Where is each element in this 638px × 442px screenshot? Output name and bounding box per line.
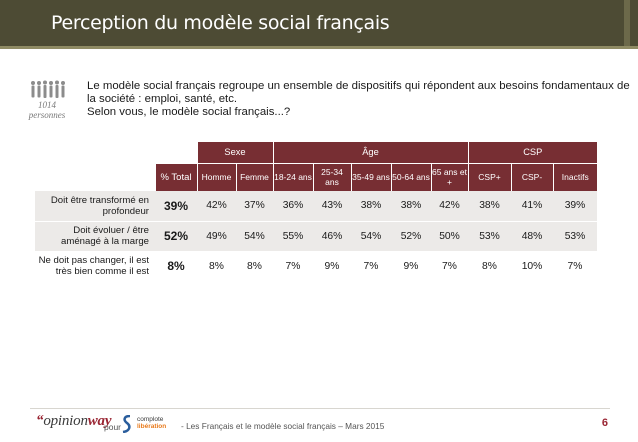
cell-value: 36% bbox=[273, 191, 313, 221]
column-header: 65 ans et + bbox=[430, 162, 468, 191]
cell-value: 7% bbox=[567, 260, 583, 272]
partner-line2: libération bbox=[137, 423, 167, 430]
cell-value: 53% bbox=[553, 220, 597, 251]
page-number: 6 bbox=[601, 417, 608, 429]
column-header: Homme bbox=[196, 162, 236, 191]
cell-value: 9% bbox=[324, 260, 340, 272]
footer-caption: - Les Français et le modèle social franç… bbox=[181, 421, 385, 431]
column-header: 25-34 ans bbox=[312, 162, 351, 191]
group-header-age: Âge bbox=[272, 142, 468, 163]
question-text: Le modèle social français regroupe un en… bbox=[87, 80, 632, 119]
cell-value: 46% bbox=[313, 220, 351, 251]
results-table: Sexe Âge CSP % Total Homme Femme 18-24 a… bbox=[35, 142, 597, 281]
cell-value: 54% bbox=[351, 220, 391, 251]
sample-size: 1014 personnes bbox=[22, 100, 72, 120]
partner-line1: complote bbox=[137, 416, 164, 423]
column-header: 35-49 ans bbox=[350, 162, 391, 191]
cell-value: 41% bbox=[511, 191, 553, 221]
column-header-total: % Total bbox=[154, 162, 197, 191]
header-group-row: Sexe Âge CSP bbox=[35, 142, 597, 163]
header-blank bbox=[35, 142, 155, 163]
cell-value: 38% bbox=[351, 191, 391, 221]
cell-value: 39% bbox=[553, 191, 597, 221]
group-header-sexe: Sexe bbox=[196, 142, 273, 163]
question-intro: Le modèle social français regroupe un en… bbox=[87, 80, 630, 105]
column-header: CSP- bbox=[510, 162, 553, 191]
cell-value: 42% bbox=[431, 191, 468, 221]
row-label: Doit être transformé en profondeur bbox=[35, 191, 155, 221]
cell-value: 55% bbox=[273, 220, 313, 251]
title-bar: Perception du modèle social français bbox=[0, 0, 638, 46]
column-header: Femme bbox=[235, 162, 273, 191]
cell-value: 49% bbox=[197, 220, 236, 251]
header-column-row: % Total Homme Femme 18-24 ans 25-34 ans … bbox=[35, 162, 597, 191]
cell-value: 8% bbox=[247, 260, 262, 272]
header-blank bbox=[155, 142, 197, 163]
people-icon bbox=[31, 80, 65, 98]
logo-opinion: opinion bbox=[43, 413, 88, 429]
cell-total: 39% bbox=[155, 191, 197, 221]
cell-total: 8% bbox=[167, 259, 185, 273]
cell-value: 37% bbox=[236, 191, 273, 221]
cell-value: 7% bbox=[442, 260, 457, 272]
footer-pour: pour bbox=[104, 422, 122, 432]
cell-value: 52% bbox=[391, 220, 431, 251]
cell-total: 52% bbox=[155, 220, 197, 251]
cell-value: 10% bbox=[521, 260, 543, 272]
cell-value: 48% bbox=[511, 220, 553, 251]
group-header-csp: CSP bbox=[467, 142, 597, 163]
column-header: 18-24 ans bbox=[272, 162, 313, 191]
column-header: 50-64 ans bbox=[390, 162, 431, 191]
logo-way: way bbox=[87, 413, 112, 429]
cell-value: 43% bbox=[313, 191, 351, 221]
table-row: Ne doit pas changer, il est très bien co… bbox=[35, 251, 597, 281]
opinionway-logo: “opinionway bbox=[36, 413, 112, 430]
cell-value: 8% bbox=[482, 260, 497, 272]
cell-value: 50% bbox=[431, 220, 468, 251]
cell-value: 9% bbox=[403, 260, 419, 272]
cell-value: 7% bbox=[363, 260, 379, 272]
logo-quote-mark: “ bbox=[36, 413, 44, 429]
column-header: Inactifs bbox=[552, 162, 597, 191]
row-label: Ne doit pas changer, il est très bien co… bbox=[38, 255, 149, 277]
cell-value: 42% bbox=[197, 191, 236, 221]
partner-logo-icon bbox=[122, 415, 131, 433]
footer-divider bbox=[30, 408, 610, 409]
column-header: CSP+ bbox=[467, 162, 511, 191]
partner-logo: complote libération bbox=[137, 416, 177, 432]
question-ask: Selon vous, le modèle social français...… bbox=[87, 106, 291, 118]
header-blank bbox=[35, 162, 155, 191]
cell-value: 54% bbox=[236, 220, 273, 251]
cell-value: 8% bbox=[209, 260, 224, 272]
title-accent-line bbox=[0, 46, 638, 49]
table-row: Doit être transformé en profondeur 39% 4… bbox=[35, 191, 597, 221]
row-label: Doit évoluer / être aménagé à la marge bbox=[35, 220, 155, 251]
sample-count: 1014 bbox=[38, 100, 56, 110]
cell-value: 7% bbox=[285, 260, 301, 272]
page-title: Perception du modèle social français bbox=[51, 12, 390, 34]
cell-value: 53% bbox=[468, 220, 511, 251]
title-stripe bbox=[624, 0, 630, 46]
cell-value: 38% bbox=[391, 191, 431, 221]
cell-value: 38% bbox=[468, 191, 511, 221]
table-row: Doit évoluer / être aménagé à la marge 5… bbox=[35, 220, 597, 251]
sample-unit: personnes bbox=[28, 110, 66, 120]
